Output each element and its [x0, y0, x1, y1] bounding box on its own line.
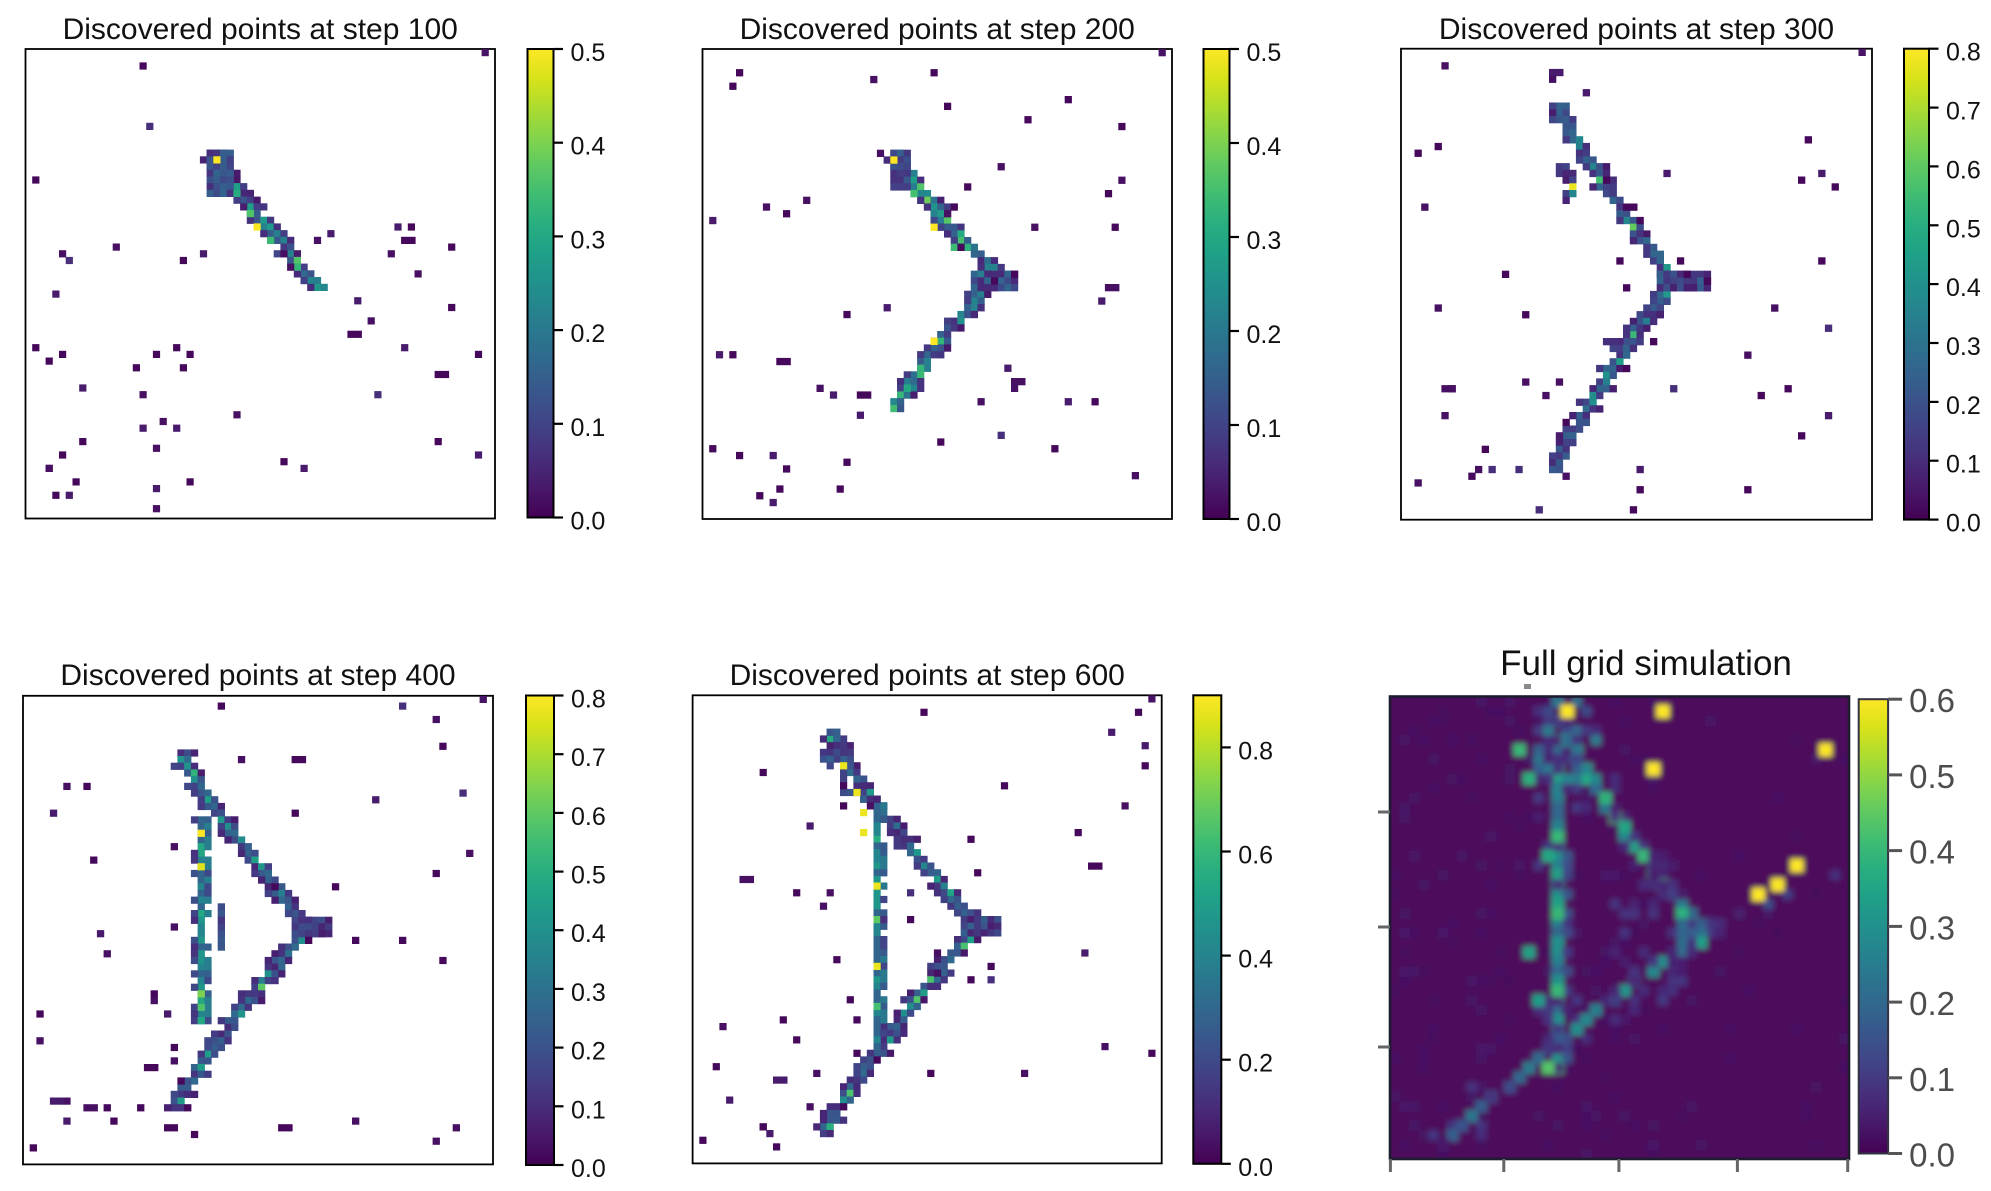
svg-text:Discovered points at step 100: Discovered points at step 100	[63, 13, 458, 46]
svg-text:0.1: 0.1	[1909, 1061, 1955, 1098]
svg-text:0.0: 0.0	[1247, 509, 1282, 537]
svg-text:0.8: 0.8	[571, 686, 606, 714]
svg-text:0.0: 0.0	[1909, 1137, 1955, 1174]
svg-text:0.3: 0.3	[1909, 909, 1955, 946]
svg-text:0.4: 0.4	[1238, 946, 1273, 974]
svg-text:0.0: 0.0	[571, 1155, 606, 1183]
svg-text:Discovered points at step 400: Discovered points at step 400	[60, 659, 455, 692]
svg-text:0.5: 0.5	[571, 862, 606, 890]
svg-text:0.2: 0.2	[1946, 392, 1981, 420]
svg-text:0.6: 0.6	[1946, 156, 1981, 184]
svg-text:0.4: 0.4	[1946, 274, 1981, 302]
svg-text:Discovered points at step 200: Discovered points at step 200	[740, 13, 1135, 46]
svg-text:0.2: 0.2	[1247, 321, 1282, 349]
svg-text:0.4: 0.4	[1909, 834, 1955, 871]
svg-text:0.3: 0.3	[1946, 333, 1981, 361]
svg-text:0.6: 0.6	[571, 803, 606, 831]
svg-text:0.6: 0.6	[1238, 842, 1273, 870]
svg-text:Discovered points at step 300: Discovered points at step 300	[1439, 13, 1834, 46]
svg-text:0.7: 0.7	[571, 744, 606, 772]
svg-text:0.0: 0.0	[1238, 1154, 1273, 1182]
svg-text:0.8: 0.8	[1238, 737, 1273, 765]
svg-text:0.0: 0.0	[1946, 510, 1981, 538]
svg-text:0.4: 0.4	[571, 920, 606, 948]
svg-text:0.2: 0.2	[1909, 985, 1955, 1022]
svg-text:0.4: 0.4	[1247, 133, 1282, 161]
svg-text:0.7: 0.7	[1946, 98, 1981, 126]
svg-text:0.1: 0.1	[571, 1096, 606, 1124]
svg-text:0.1: 0.1	[1946, 451, 1981, 479]
svg-text:0.6: 0.6	[1909, 682, 1955, 719]
svg-text:0.8: 0.8	[1946, 39, 1981, 67]
svg-text:0.2: 0.2	[1238, 1050, 1273, 1078]
svg-text:0.4: 0.4	[571, 133, 606, 161]
svg-text:0.1: 0.1	[1247, 415, 1282, 443]
svg-text:Discovered points at step 600: Discovered points at step 600	[730, 659, 1125, 692]
svg-text:0.5: 0.5	[1946, 215, 1981, 243]
svg-text:Full grid simulation: Full grid simulation	[1500, 644, 1792, 683]
svg-text:0.3: 0.3	[1247, 227, 1282, 255]
svg-text:0.5: 0.5	[571, 39, 606, 67]
svg-text:0.1: 0.1	[571, 414, 606, 442]
svg-text:0.3: 0.3	[571, 226, 606, 254]
svg-text:0.2: 0.2	[571, 320, 606, 348]
svg-text:0.5: 0.5	[1247, 39, 1282, 67]
svg-text:0.0: 0.0	[571, 508, 606, 536]
svg-text:0.3: 0.3	[571, 979, 606, 1007]
svg-text:0.5: 0.5	[1909, 758, 1955, 795]
svg-text:0.2: 0.2	[571, 1038, 606, 1066]
